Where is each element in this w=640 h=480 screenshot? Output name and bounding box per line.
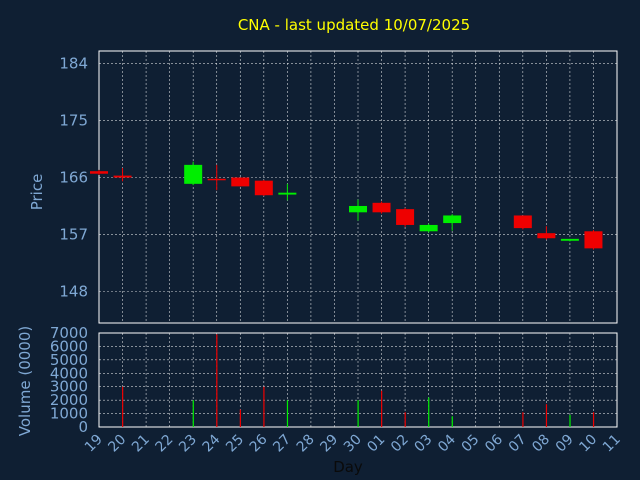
volume-y-tick-label: 6000 bbox=[50, 337, 88, 355]
candle-body bbox=[443, 215, 462, 224]
volume-bar bbox=[263, 386, 265, 427]
price-y-tick-label: 148 bbox=[59, 282, 88, 300]
price-axis-label: Price bbox=[28, 174, 46, 211]
volume-bar bbox=[239, 409, 241, 427]
volume-y-tick-label: 1000 bbox=[50, 405, 88, 423]
candle-body bbox=[231, 177, 250, 187]
price-y-tick-label: 175 bbox=[59, 112, 88, 130]
volume-bar bbox=[286, 400, 289, 427]
volume-y-tick-label: 0 bbox=[78, 418, 88, 436]
volume-y-tick-label: 4000 bbox=[50, 364, 88, 382]
chart-title: CNA - last updated 10/07/2025 bbox=[238, 16, 470, 34]
volume-bar bbox=[216, 334, 218, 427]
price-y-tick-label: 157 bbox=[59, 225, 88, 243]
volume-bar bbox=[428, 397, 430, 427]
x-axis-label: Day bbox=[333, 458, 363, 476]
volume-y-tick-label: 7000 bbox=[50, 324, 88, 342]
volume-bar bbox=[522, 412, 524, 427]
volume-bar bbox=[381, 390, 383, 427]
volume-bars bbox=[122, 334, 595, 427]
price-y-tick-label: 184 bbox=[59, 55, 88, 73]
price-y-tick-label: 166 bbox=[59, 169, 88, 187]
candle-body bbox=[513, 215, 532, 229]
candle-body bbox=[278, 192, 297, 195]
candle-body bbox=[254, 180, 273, 196]
volume-bar bbox=[569, 414, 571, 427]
candle-body bbox=[419, 224, 438, 232]
candle-body bbox=[584, 231, 603, 249]
x-tick-labels: 19 20 21 22 23 24 25 26 27 28 29 30 01 02 03 04 05 06 07 08… bbox=[82, 431, 624, 455]
candle-body bbox=[207, 178, 226, 181]
candle-body bbox=[396, 209, 415, 225]
volume-bar bbox=[592, 412, 595, 427]
candle-body bbox=[537, 233, 556, 239]
volume-bar bbox=[192, 400, 194, 427]
volume-axis-label: Volume (0000) bbox=[16, 326, 34, 436]
candle-body bbox=[90, 171, 108, 174]
candles bbox=[90, 161, 603, 250]
candle-body bbox=[184, 164, 203, 184]
candle-body bbox=[113, 175, 132, 178]
volume-bar bbox=[122, 386, 124, 427]
candle-body bbox=[349, 205, 367, 213]
candle-body bbox=[372, 202, 391, 213]
price-plot-frame bbox=[98, 50, 618, 324]
volume-bar bbox=[404, 412, 406, 427]
volume-bar bbox=[451, 416, 453, 427]
volume-bar bbox=[545, 404, 548, 427]
volume-y-tick-label: 3000 bbox=[50, 378, 88, 396]
volume-y-tick-label: 2000 bbox=[50, 391, 88, 409]
volume-y-tick-label: 5000 bbox=[50, 351, 88, 369]
candle-body bbox=[560, 238, 579, 241]
price-y-tick-labels: 148 157 166 175 184 bbox=[59, 55, 88, 301]
volume-bar bbox=[357, 400, 359, 427]
